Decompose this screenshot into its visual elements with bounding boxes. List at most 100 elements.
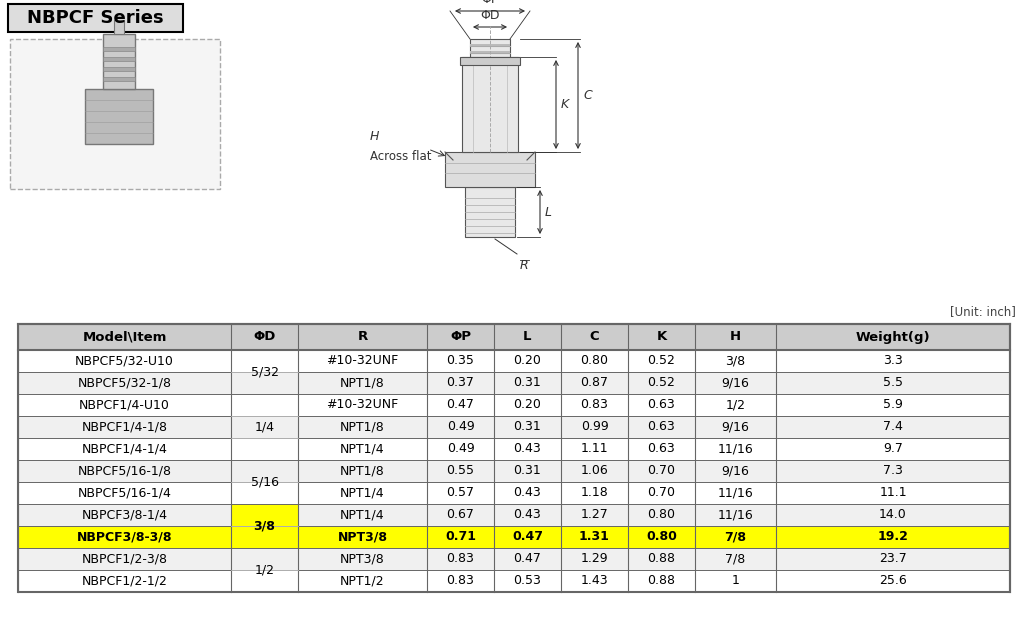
Bar <box>18 416 1010 438</box>
Text: 0.71: 0.71 <box>445 530 476 544</box>
Bar <box>18 548 1010 570</box>
Text: 0.63: 0.63 <box>647 399 676 411</box>
Text: K: K <box>561 98 569 111</box>
Text: C: C <box>590 331 599 343</box>
Text: 1/4: 1/4 <box>255 421 274 434</box>
Bar <box>103 77 135 81</box>
Text: 1.43: 1.43 <box>581 575 608 588</box>
Text: 23.7: 23.7 <box>880 552 907 565</box>
Text: 1/2: 1/2 <box>725 399 745 411</box>
Text: 0.63: 0.63 <box>647 421 676 434</box>
Text: ΦD: ΦD <box>253 331 275 343</box>
Text: 0.31: 0.31 <box>514 464 542 477</box>
Bar <box>18 324 1010 592</box>
Text: 0.49: 0.49 <box>446 421 474 434</box>
Text: NPT1/4: NPT1/4 <box>340 487 385 499</box>
Text: 11/16: 11/16 <box>718 509 754 522</box>
Text: #10-32UNF: #10-32UNF <box>327 399 398 411</box>
Text: 1.29: 1.29 <box>581 552 608 565</box>
Text: 0.49: 0.49 <box>446 442 474 456</box>
Text: 11/16: 11/16 <box>718 442 754 456</box>
Text: 9/16: 9/16 <box>722 376 750 389</box>
Text: 5.5: 5.5 <box>883 376 903 389</box>
Text: 0.53: 0.53 <box>514 575 542 588</box>
Bar <box>470 44 510 47</box>
Text: 7/8: 7/8 <box>725 552 745 565</box>
Bar <box>460 57 520 65</box>
Text: NPT1/8: NPT1/8 <box>340 421 385 434</box>
Text: 0.87: 0.87 <box>581 376 608 389</box>
Text: [Unit: inch]: [Unit: inch] <box>950 305 1016 318</box>
Text: NBPCF1/2-3/8: NBPCF1/2-3/8 <box>82 552 168 565</box>
Text: 7/8: 7/8 <box>725 530 746 544</box>
Text: 7.4: 7.4 <box>883 421 903 434</box>
Text: ΦP: ΦP <box>481 0 499 6</box>
Text: L: L <box>545 205 552 218</box>
Text: 9.7: 9.7 <box>883 442 903 456</box>
Text: 0.80: 0.80 <box>581 354 608 368</box>
Text: Across flat: Across flat <box>370 150 431 163</box>
Text: NPT1/8: NPT1/8 <box>340 464 385 477</box>
Text: 3/8: 3/8 <box>725 354 745 368</box>
Text: 0.83: 0.83 <box>446 575 474 588</box>
Bar <box>103 67 135 71</box>
Text: 0.70: 0.70 <box>647 487 676 499</box>
Text: 0.47: 0.47 <box>512 530 543 544</box>
Text: 1.18: 1.18 <box>581 487 608 499</box>
Text: 0.20: 0.20 <box>514 354 542 368</box>
Text: 0.43: 0.43 <box>514 442 542 456</box>
Text: 0.43: 0.43 <box>514 487 542 499</box>
Text: NPT1/2: NPT1/2 <box>340 575 385 588</box>
Text: Weight(g): Weight(g) <box>856 331 931 343</box>
Text: R: R <box>520 259 528 272</box>
Text: R: R <box>357 331 368 343</box>
Text: 0.83: 0.83 <box>581 399 608 411</box>
Text: 0.47: 0.47 <box>446 399 474 411</box>
Text: 9/16: 9/16 <box>722 421 750 434</box>
Bar <box>231 504 298 548</box>
Text: 9/16: 9/16 <box>722 464 750 477</box>
Text: NBPCF3/8-3/8: NBPCF3/8-3/8 <box>77 530 172 544</box>
Text: 19.2: 19.2 <box>878 530 908 544</box>
Text: NPT1/8: NPT1/8 <box>340 376 385 389</box>
Text: 3.3: 3.3 <box>883 354 903 368</box>
Text: 1.11: 1.11 <box>581 442 608 456</box>
Text: NBPCF1/4-1/8: NBPCF1/4-1/8 <box>82 421 168 434</box>
Text: L: L <box>523 331 531 343</box>
Text: 11/16: 11/16 <box>718 487 754 499</box>
Text: NBPCF5/16-1/4: NBPCF5/16-1/4 <box>78 487 171 499</box>
Text: NBPCF Series: NBPCF Series <box>28 9 164 27</box>
Bar <box>103 47 135 51</box>
Text: 0.52: 0.52 <box>647 376 676 389</box>
Text: 0.99: 0.99 <box>581 421 608 434</box>
Bar <box>462 57 518 152</box>
Text: 0.31: 0.31 <box>514 376 542 389</box>
Bar <box>470 51 510 54</box>
Text: NPT3/8: NPT3/8 <box>340 552 385 565</box>
Text: 5/32: 5/32 <box>251 366 279 379</box>
Text: 0.43: 0.43 <box>514 509 542 522</box>
Bar <box>470 39 510 57</box>
Text: NPT1/4: NPT1/4 <box>340 442 385 456</box>
Text: 0.31: 0.31 <box>514 421 542 434</box>
Bar <box>10 39 220 189</box>
Bar <box>18 324 1010 350</box>
Bar <box>85 89 154 144</box>
Bar <box>103 57 135 61</box>
Bar <box>18 482 1010 504</box>
Text: 11.1: 11.1 <box>880 487 907 499</box>
Text: 0.80: 0.80 <box>646 530 677 544</box>
Text: NBPCF5/32-1/8: NBPCF5/32-1/8 <box>78 376 171 389</box>
Text: 0.20: 0.20 <box>514 399 542 411</box>
Text: ΦD: ΦD <box>480 9 500 22</box>
Text: 0.37: 0.37 <box>446 376 474 389</box>
Text: 0.55: 0.55 <box>446 464 474 477</box>
Text: K: K <box>656 331 667 343</box>
Text: 14.0: 14.0 <box>880 509 907 522</box>
Text: 0.88: 0.88 <box>647 552 676 565</box>
Bar <box>18 570 1010 592</box>
Bar <box>18 438 1010 460</box>
Bar <box>103 34 135 89</box>
Text: ΦP: ΦP <box>450 331 471 343</box>
Bar <box>18 526 1010 548</box>
